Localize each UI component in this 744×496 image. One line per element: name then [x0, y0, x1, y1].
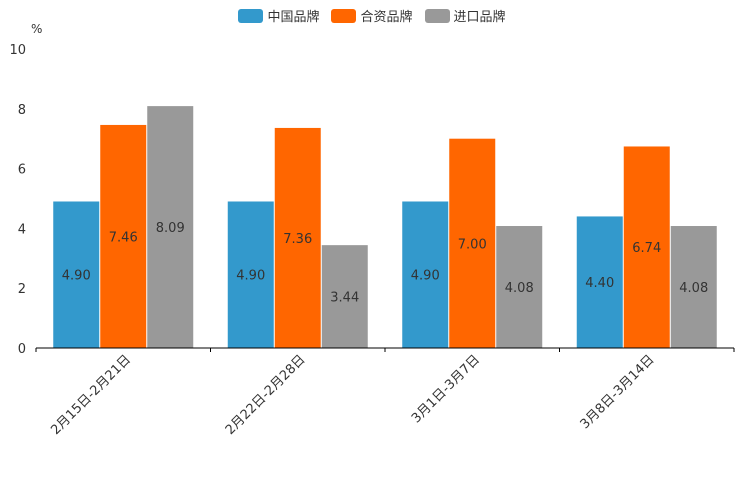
bar-value-label: 6.74 [632, 241, 661, 256]
bar-labels-group: 4.90 7.46 8.09 4.90 7.36 3.44 4.90 7.00 4.08 4.40… [62, 221, 708, 306]
bar-import-1[interactable] [321, 245, 368, 348]
bar-joint-3[interactable] [623, 146, 670, 348]
bar-value-label: 4.08 [505, 281, 534, 296]
bar-joint-2[interactable] [449, 138, 496, 348]
bar-value-label: 4.90 [411, 269, 440, 284]
y-tick-label: 6 [18, 163, 26, 178]
bar-value-label: 4.90 [62, 269, 91, 284]
y-tick-label: 10 [9, 43, 26, 58]
legend-item-joint[interactable]: 合资品牌 [331, 6, 413, 25]
x-tick-label: 2月15日-2月21日 [48, 352, 134, 438]
bar-import-2[interactable] [496, 226, 543, 348]
bar-china-1[interactable] [227, 201, 274, 348]
y-tick-label: 0 [18, 342, 26, 357]
x-tick-label: 3月1日-3月7日 [409, 352, 483, 426]
legend-label-joint: 合资品牌 [360, 10, 413, 25]
bar-value-label: 3.44 [330, 291, 359, 306]
bar-value-label: 7.46 [109, 230, 138, 245]
bar-joint-0[interactable] [100, 124, 147, 348]
legend-label-china: 中国品牌 [267, 10, 320, 25]
y-tick-label: 2 [18, 282, 26, 297]
y-unit-label: % [31, 22, 42, 36]
legend-swatch-import [424, 8, 450, 23]
legend: 中国品牌 合资品牌 进口品牌 [0, 6, 744, 25]
x-tick-label: 2月22日-2月28日 [223, 352, 309, 438]
bars-group [53, 106, 717, 348]
x-tick-label: 3月8日-3月14日 [578, 352, 658, 432]
legend-swatch-joint [331, 8, 357, 23]
bar-import-0[interactable] [147, 106, 194, 348]
legend-swatch-china [238, 8, 264, 23]
bar-value-label: 7.00 [458, 237, 487, 252]
x-axis: 2月15日-2月21日 2月22日-2月28日 3月1日-3月7日 3月8日-3月14… [35, 347, 735, 438]
bar-value-label: 7.36 [283, 232, 312, 247]
legend-item-china[interactable]: 中国品牌 [238, 6, 319, 25]
bar-china-0[interactable] [53, 201, 100, 348]
y-tick-label: 4 [18, 222, 26, 237]
y-axis-ticks: 0 2 4 6 8 10 [9, 43, 26, 357]
bar-value-label: 8.09 [156, 221, 185, 236]
bar-value-label: 4.40 [585, 276, 614, 291]
y-tick-label: 8 [18, 103, 26, 118]
bar-china-3[interactable] [576, 216, 623, 348]
bar-value-label: 4.90 [236, 269, 265, 284]
bar-value-label: 4.08 [679, 281, 708, 296]
bar-china-2[interactable] [402, 201, 449, 348]
legend-label-import: 进口品牌 [453, 10, 506, 25]
bar-import-3[interactable] [670, 226, 717, 348]
bar-joint-1[interactable] [274, 127, 321, 348]
legend-item-import[interactable]: 进口品牌 [424, 6, 506, 25]
